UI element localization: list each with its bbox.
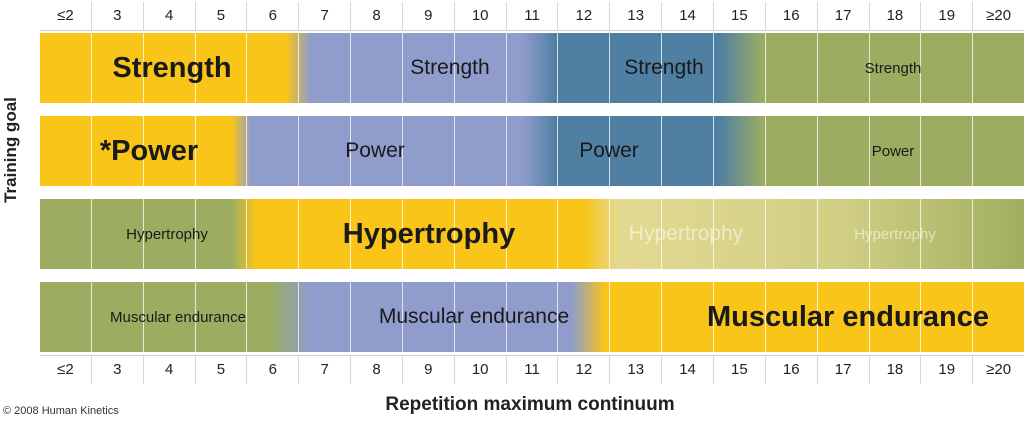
endurance-label-primary: Muscular endurance — [706, 300, 990, 333]
hypertrophy-label-minor: Hypertrophy — [126, 225, 208, 243]
power-label-secondary: Power — [345, 139, 405, 162]
rm-tick-label: 3 — [92, 356, 144, 384]
rm-tick-label: 18 — [870, 2, 922, 30]
strength-label-minor: Strength — [864, 59, 922, 77]
rm-tick-label: 11 — [507, 356, 559, 384]
rm-tick-label: 19 — [921, 356, 974, 384]
grid-cell — [247, 116, 300, 186]
rm-tick-label: 6 — [247, 356, 300, 384]
grid-cell — [766, 33, 818, 103]
grid-cell — [40, 33, 92, 103]
rm-tick-label: 3 — [92, 2, 144, 30]
rm-tick-label: 19 — [921, 2, 974, 30]
grid-cell — [973, 116, 1024, 186]
rm-tick-label: 10 — [455, 2, 507, 30]
rm-tick-label: 5 — [196, 356, 248, 384]
rm-tick-label: 14 — [662, 356, 714, 384]
rm-tick-label: 11 — [507, 2, 559, 30]
grid-cell — [247, 33, 300, 103]
rm-tick-label: 6 — [247, 2, 300, 30]
rm-tick-label: 8 — [351, 2, 403, 30]
rm-tick-label: 7 — [299, 2, 352, 30]
rm-tick-label: 5 — [196, 2, 248, 30]
strength-row: Strength Strength Strength Strength — [40, 33, 1024, 103]
rm-tick-label: 9 — [403, 356, 455, 384]
endurance-label-secondary: Muscular endurance — [378, 305, 570, 328]
rm-tick-label: 17 — [818, 2, 870, 30]
grid-cell — [247, 199, 300, 269]
y-axis-title: Training goal — [1, 97, 20, 203]
rm-tick-label: ≥20 — [986, 7, 1012, 24]
copyright-notice: © 2008 Human Kinetics — [3, 405, 119, 417]
rm-tick-label: ≥20 — [986, 361, 1012, 378]
hypertrophy-label-faded: Hypertrophy — [628, 222, 744, 245]
rm-tick-label: 4 — [144, 356, 196, 384]
rm-tick-label: 16 — [766, 2, 818, 30]
power-row: *Power Power Power Power — [40, 116, 1024, 186]
rm-tick-label: 13 — [610, 356, 663, 384]
rm-tick-label: ≤2 — [40, 2, 92, 30]
hypertrophy-label-primary: Hypertrophy — [342, 217, 516, 250]
grid-cell — [973, 33, 1024, 103]
rm-tick-label: 14 — [662, 2, 714, 30]
grid-cell — [610, 282, 663, 352]
rm-tick-label: 8 — [351, 356, 403, 384]
rm-tick-label: 18 — [870, 356, 922, 384]
power-label-tertiary: Power — [579, 139, 639, 162]
power-label-minor: Power — [871, 142, 915, 160]
grid-cell — [299, 33, 352, 103]
rm-scale-bottom: ≤2 3 4 5 6 7 8 9 10 11 12 13 14 15 16 17 18 19 ≥20 — [40, 355, 1024, 384]
rm-tick-label: 16 — [766, 356, 818, 384]
power-label-primary: *Power — [99, 134, 199, 167]
rm-tick-label: ≤2 — [40, 356, 92, 384]
faded-overlay — [584, 199, 1024, 269]
rm-tick-label: 15 — [714, 2, 766, 30]
rm-scale-top: ≤2 3 4 5 6 7 8 9 10 11 12 13 14 15 16 17 18 19 ≥20 — [40, 2, 1024, 31]
endurance-label-minor: Muscular endurance — [110, 308, 246, 326]
grid-cell — [714, 116, 766, 186]
rm-tick-label: 17 — [818, 356, 870, 384]
strength-label-tertiary: Strength — [624, 56, 704, 79]
grid-cell — [766, 116, 818, 186]
rm-tick-label: 10 — [455, 356, 507, 384]
strength-label-primary: Strength — [112, 51, 232, 84]
hypertrophy-row: Hypertrophy Hypertrophy Hypertrophy Hype… — [40, 199, 1024, 269]
rm-tick-label: 7 — [299, 356, 352, 384]
grid-cell — [40, 199, 92, 269]
strength-label-secondary: Strength — [410, 56, 490, 79]
rm-tick-label: 9 — [403, 2, 455, 30]
muscular-endurance-row: Muscular endurance Muscular endurance Mu… — [40, 282, 1024, 352]
rm-tick-label: 12 — [558, 2, 611, 30]
grid-cell — [455, 116, 507, 186]
hypertrophy-label-faded-minor: Hypertrophy — [854, 225, 936, 243]
x-axis-title: Repetition maximum continuum — [385, 394, 675, 415]
rm-tick-label: 13 — [610, 2, 663, 30]
rm-tick-label: 12 — [558, 356, 611, 384]
rm-tick-label: 15 — [714, 356, 766, 384]
rm-tick-label: 4 — [144, 2, 196, 30]
